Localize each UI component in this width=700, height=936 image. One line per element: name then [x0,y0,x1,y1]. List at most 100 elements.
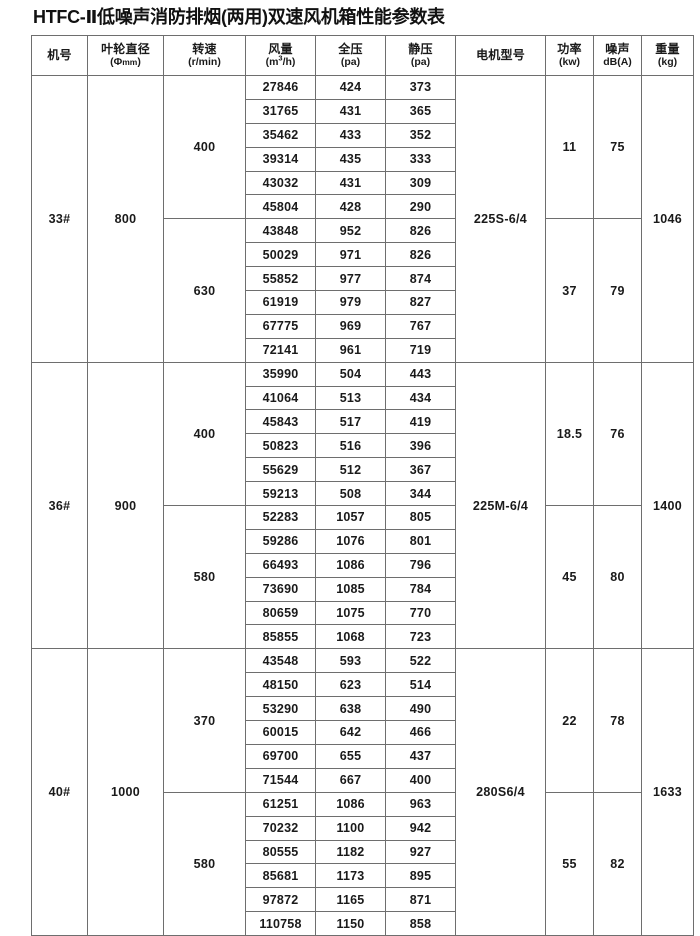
column-header-total-pressure: 全压 (pa) [315,35,386,76]
table-row: 50029 971 826 [32,242,694,268]
cell-airflow: 48150 [245,672,316,698]
table-row: 71544 667 400 [32,767,694,793]
cell-static-pressure: 719 [385,337,456,363]
table-row: 80659 1075 770 [32,600,694,626]
cell-total-pressure: 431 [315,98,386,124]
cell-static-pressure: 344 [385,481,456,507]
cell-total-pressure: 1068 [315,624,386,650]
table-row: 580 61251 1086 963 55 82 [32,791,694,936]
cell-total-pressure: 1182 [315,839,386,865]
cell-airflow: 41064 [245,385,316,411]
table-row: 60015 642 466 [32,720,694,745]
column-header-speed: 转速 (r/min) [163,35,246,76]
table-row: 73690 1085 784 [32,576,694,602]
table-row: 50823 516 396 [32,433,694,459]
cell-total-pressure: 979 [315,290,386,315]
cell-airflow: 31765 [245,98,316,124]
cell-airflow: 85855 [245,624,316,650]
cell-airflow: 72141 [245,337,316,363]
fan-performance-table: 机号 叶轮直径 (Φmm) 转速 (r/min) 风量 (m3/h) 全压 (pa) 静压 (pa)… [31,35,694,936]
cell-airflow: 70232 [245,815,316,841]
cell-airflow: 85681 [245,863,316,889]
cell-static-pressure: 373 [385,75,456,100]
cell-impeller-diameter: 900 [87,361,164,650]
column-header-unit: (kw) [559,55,580,68]
cell-airflow: 43548 [245,648,316,674]
cell-static-pressure: 309 [385,170,456,196]
table-row: 66493 1086 796 [32,552,694,578]
column-header-noise: 噪声 dB(A) [593,35,642,76]
cell-total-pressure: 516 [315,433,386,459]
cell-motor-model: 280S6/4 [455,648,546,936]
cell-airflow: 55629 [245,457,316,483]
cell-airflow: 55852 [245,266,316,292]
cell-airflow: 35990 [245,361,316,387]
cell-weight: 1046 [641,75,694,363]
column-header-motor-model: 电机型号 [455,35,546,76]
cell-power: 18.5 [545,361,594,507]
cell-static-pressure: 400 [385,767,456,793]
cell-motor-model: 225M-6/4 [455,361,546,650]
table-row: 69700 655 437 [32,743,694,769]
cell-total-pressure: 504 [315,361,386,387]
table-row: 40# 1000 370 43548 593 522 280S6/4 22 78 1633 [31,648,694,936]
cell-power: 55 [545,791,594,936]
cell-airflow: 53290 [245,696,316,722]
table-row: 80555 1182 927 [32,839,694,865]
cell-static-pressure: 365 [385,98,456,124]
cell-airflow: 69700 [245,743,316,769]
cell-total-pressure: 969 [315,313,386,339]
table-row: 45804 428 290 [32,194,694,220]
cell-static-pressure: 522 [385,648,456,674]
cell-static-pressure: 801 [385,528,456,554]
cell-speed: 630 [163,218,246,363]
cell-airflow: 61919 [245,290,316,315]
cell-noise: 79 [593,218,642,363]
cell-airflow: 35462 [245,122,316,148]
column-header-unit: (m3/h) [265,53,296,68]
table-row: 59286 1076 801 [32,528,694,554]
cell-total-pressure: 1075 [315,600,386,626]
cell-weight: 1400 [641,361,694,650]
table-row: 45843 517 419 [32,409,694,435]
cell-total-pressure: 1076 [315,528,386,554]
cell-airflow: 39314 [245,146,316,172]
column-header-label: 全压 [338,41,363,56]
cell-noise: 80 [593,505,642,650]
cell-speed: 580 [163,791,246,936]
cell-static-pressure: 290 [385,194,456,220]
column-header-unit: (pa) [340,55,361,68]
cell-airflow: 50823 [245,433,316,459]
cell-total-pressure: 638 [315,696,386,722]
column-header-unit: (pa) [410,55,431,68]
cell-speed: 400 [163,74,246,220]
cell-static-pressure: 333 [385,146,456,172]
cell-power: 11 [545,74,594,220]
table-row: 31765 431 365 [32,98,694,124]
cell-static-pressure: 796 [385,552,456,578]
column-header-label: 重量 [655,41,680,56]
cell-total-pressure: 977 [315,266,386,292]
spec-table-container: 机号 叶轮直径 (Φmm) 转速 (r/min) 风量 (m3/h) 全压 (pa) 静压 (pa)… [31,35,694,936]
column-header-label: 机号 [47,48,72,62]
table-row: 70232 1100 942 [32,815,694,841]
cell-total-pressure: 1173 [315,863,386,889]
table-row: 630 43848 952 826 37 79 [32,218,694,363]
cell-airflow: 59286 [245,528,316,554]
table-row: 41064 513 434 [32,385,694,411]
cell-static-pressure: 826 [385,242,456,268]
table-row: 59213 508 344 [32,481,694,507]
cell-static-pressure: 895 [385,863,456,889]
column-header-label: 叶轮直径 [101,41,150,56]
column-header-weight: 重量 (kg) [641,35,694,76]
cell-airflow: 27846 [245,75,316,100]
cell-static-pressure: 437 [385,743,456,769]
table-row: 72141 961 719 [32,337,694,363]
cell-airflow: 110758 [245,911,316,936]
cell-noise: 75 [593,74,642,220]
column-header-unit: (Φmm) [110,55,141,68]
table-row: 85855 1068 723 [32,624,694,650]
cell-airflow: 45804 [245,194,316,220]
cell-weight: 1633 [641,648,694,936]
cell-static-pressure: 443 [385,361,456,387]
